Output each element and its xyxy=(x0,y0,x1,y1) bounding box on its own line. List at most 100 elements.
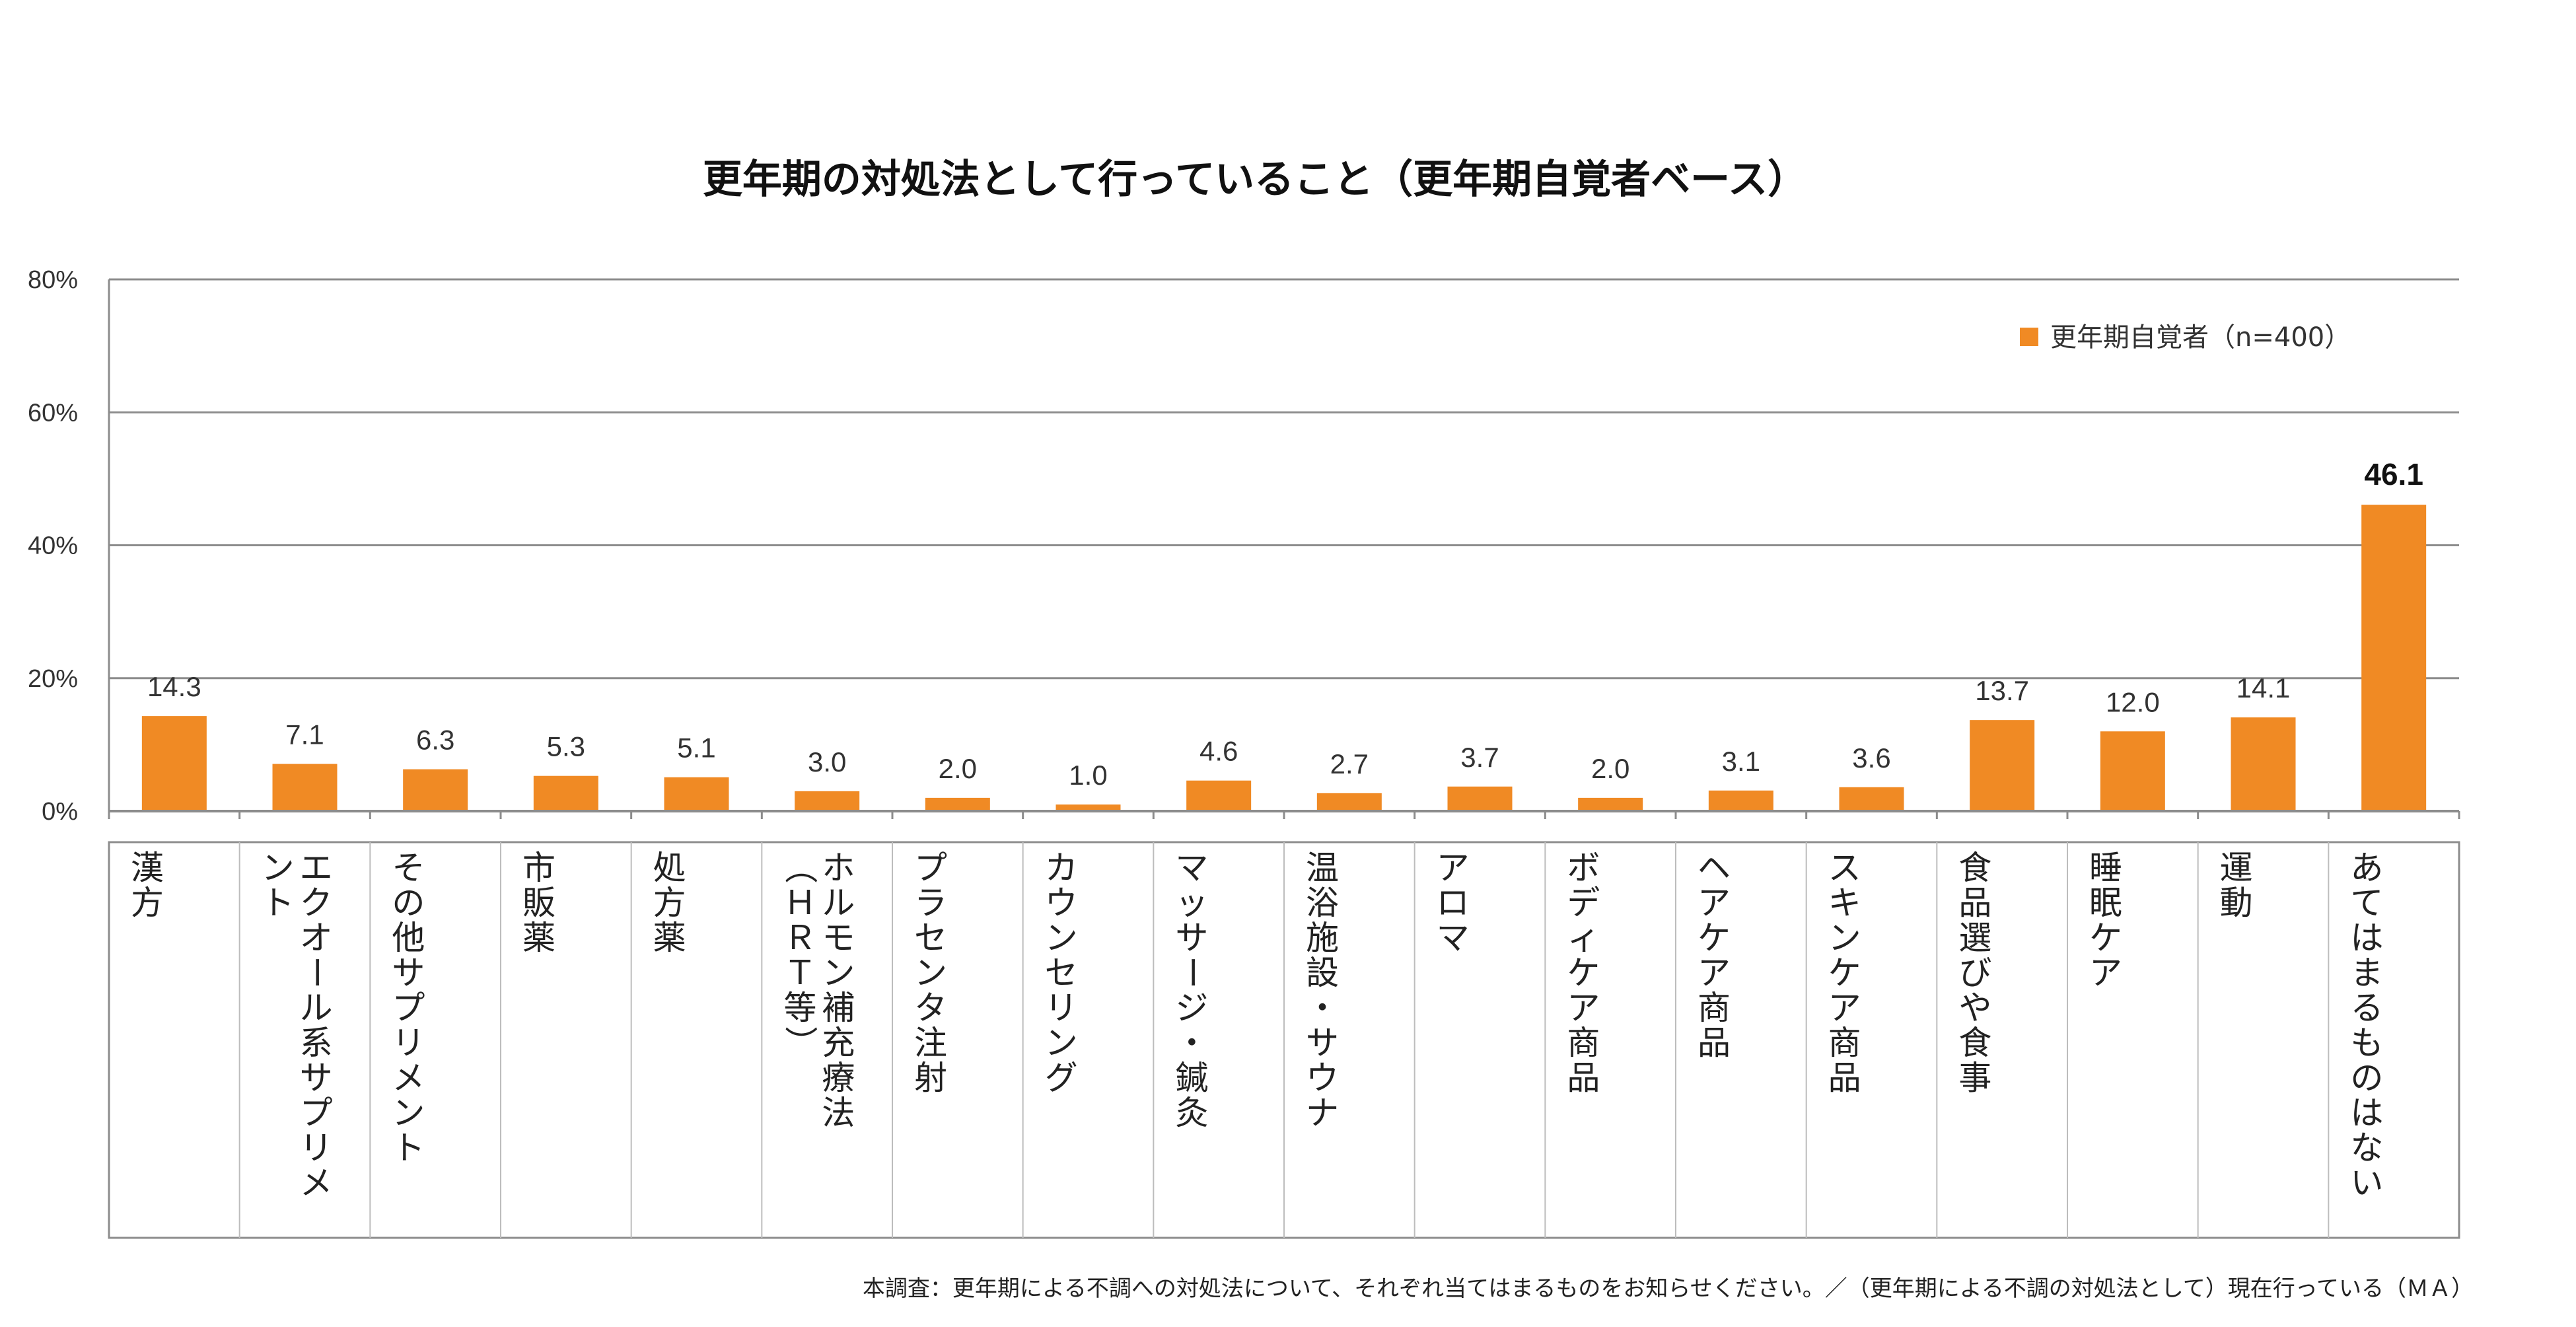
category-char: 温 xyxy=(1306,849,1339,887)
category-char: ホ xyxy=(822,849,855,887)
footnote: 本調査：更年期による不調への対処法について、それぞれ当てはまるものをお知らせくだ… xyxy=(863,1275,2474,1302)
category-char: ン xyxy=(1828,919,1861,957)
data-labels: 14.3 7.1 6.3 5.3 5.1 3.0 2.0 1.0 4.6 2.7 3.7 2.0 3.1… xyxy=(147,457,2423,791)
category-char: 品 xyxy=(1698,1024,1731,1062)
category-char: ま xyxy=(2350,954,2383,992)
y-tick-label: 60% xyxy=(28,399,78,427)
y-tick-label: 20% xyxy=(28,665,78,693)
category-char: ア xyxy=(1698,884,1731,922)
data-label: 3.6 xyxy=(1852,742,1890,773)
category-label: アロマ xyxy=(1437,849,1470,957)
category-char: 販 xyxy=(522,884,555,922)
bar xyxy=(664,777,729,811)
bar xyxy=(403,769,468,811)
category-char: い xyxy=(2350,1164,2383,1202)
category-char: 充 xyxy=(822,1024,855,1062)
category-char: ッ xyxy=(1175,884,1208,922)
category-char: ア xyxy=(1828,989,1861,1027)
gridlines xyxy=(108,278,2459,811)
category-char: 系 xyxy=(300,1024,333,1062)
category-char: 品 xyxy=(1567,1059,1600,1097)
data-label: 3.0 xyxy=(808,746,846,777)
category-char: ン xyxy=(1045,919,1078,957)
category-char: ナ xyxy=(1306,1094,1339,1132)
bar xyxy=(1970,720,2035,811)
category-char: ア xyxy=(1698,954,1731,992)
category-char: リ xyxy=(300,1129,333,1167)
category-char: ヘ xyxy=(1698,849,1731,887)
category-char: 鍼 xyxy=(1175,1059,1208,1097)
bar xyxy=(1839,787,1904,811)
category-char: 商 xyxy=(1828,1024,1861,1062)
category-label: 運動 xyxy=(2220,849,2253,922)
category-char: ケ xyxy=(2089,919,2122,957)
bar xyxy=(1055,804,1121,811)
data-label: 46.1 xyxy=(2364,457,2423,491)
category-char: サ xyxy=(300,1059,333,1097)
category-char: 睡 xyxy=(2089,849,2122,887)
category-char: 方 xyxy=(131,884,164,922)
category-char: メ xyxy=(392,1059,425,1097)
category-char: Ｔ xyxy=(783,954,816,992)
category-char: リ xyxy=(392,1024,425,1062)
data-label: 5.1 xyxy=(677,733,715,764)
category-char: 浴 xyxy=(1306,884,1339,922)
data-label: 2.0 xyxy=(939,753,977,784)
category-char: ル xyxy=(822,884,855,922)
category-char: は xyxy=(2350,919,2383,957)
category-char: エ xyxy=(300,849,333,887)
category-char: 設 xyxy=(1306,954,1339,992)
data-label: 4.6 xyxy=(1199,736,1238,767)
category-char: プ xyxy=(300,1094,333,1132)
category-char: 漢 xyxy=(131,849,164,887)
y-tick-label: 80% xyxy=(28,266,78,294)
category-char: ア xyxy=(1437,849,1470,887)
category-char: や xyxy=(1958,989,1991,1027)
y-tick-label: 0% xyxy=(42,798,78,826)
category-char: （ xyxy=(781,851,819,884)
data-label: 14.3 xyxy=(147,671,201,702)
category-char: ケ xyxy=(1567,954,1600,992)
category-char: タ xyxy=(914,989,947,1027)
category-char: 事 xyxy=(1958,1059,1991,1097)
category-char: リ xyxy=(1045,989,1078,1027)
y-axis-tick-labels: 0% 20% 40% 60% 80% xyxy=(28,266,78,826)
category-char: サ xyxy=(392,954,425,992)
category-char: ト xyxy=(392,1129,425,1167)
category-table: 漢方エクオール系サプリメントその他サプリメント市販薬処方薬ホルモン補充療法（ＨＲ… xyxy=(108,841,2460,1239)
category-char: ン xyxy=(822,954,855,992)
chart-title: 更年期の対処法として行っていること（更年期自覚者ベース） xyxy=(703,157,1807,203)
category-char: 選 xyxy=(1958,919,1991,957)
category-char: デ xyxy=(1567,884,1600,922)
category-char: び xyxy=(1958,954,1991,992)
category-char: て xyxy=(2350,884,2383,922)
category-char: セ xyxy=(1045,954,1078,992)
category-char: ） xyxy=(781,1026,819,1059)
category-char: の xyxy=(392,884,425,922)
category-char: ケ xyxy=(1698,919,1731,957)
category-char: サ xyxy=(1175,919,1208,957)
category-char: は xyxy=(2350,1094,2383,1132)
category-char: ン xyxy=(392,1094,425,1132)
category-char: マ xyxy=(1437,919,1470,957)
category-char: ウ xyxy=(1045,884,1078,922)
category-char: ト xyxy=(262,884,295,922)
category-char: ク xyxy=(300,884,333,922)
category-char: メ xyxy=(300,1164,333,1202)
category-char: 品 xyxy=(1828,1059,1861,1097)
category-char: 動 xyxy=(2220,884,2253,922)
category-char: ィ xyxy=(1567,919,1600,957)
category-char: キ xyxy=(1828,884,1861,922)
category-char: 法 xyxy=(822,1094,855,1132)
category-char: 眠 xyxy=(2089,884,2122,922)
bar xyxy=(141,716,207,811)
